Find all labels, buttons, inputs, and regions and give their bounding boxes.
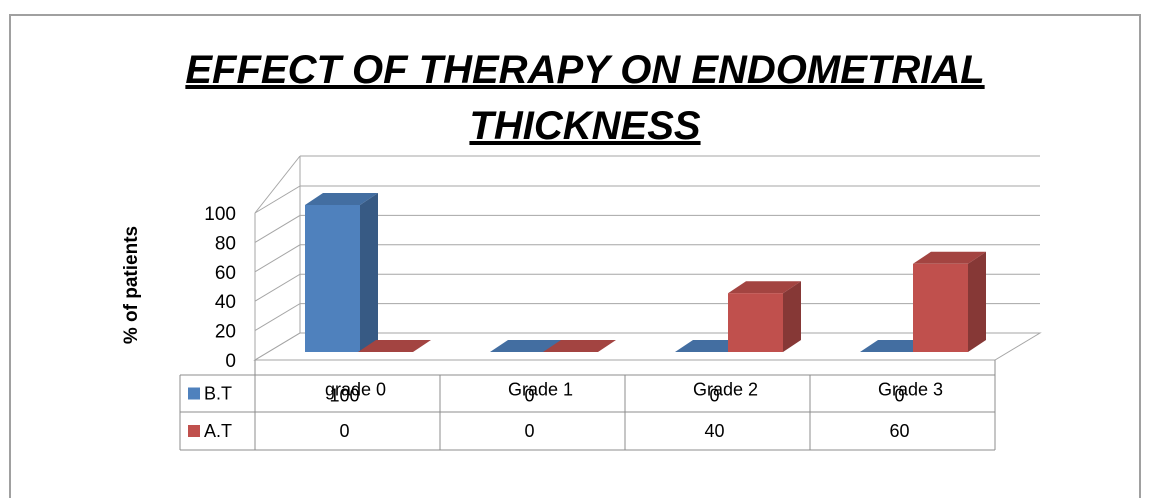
table-value: 0	[339, 421, 349, 441]
legend-label: B.T	[204, 383, 232, 403]
bar-front	[913, 263, 968, 352]
bar-top	[358, 340, 431, 352]
y-axis-label: % of patients	[121, 226, 142, 344]
grid-line	[254, 185, 1040, 214]
bar-top	[490, 340, 563, 352]
bar	[358, 340, 431, 352]
bar-top	[913, 251, 986, 264]
x-tick-label: grade 0	[325, 379, 386, 399]
table-value: 100	[329, 385, 359, 405]
y-tick-label: 0	[225, 351, 236, 372]
grid-line	[254, 244, 1040, 273]
y-tick-label: 20	[215, 322, 236, 343]
bar-side	[360, 193, 378, 352]
table-value: 0	[524, 421, 534, 441]
x-tick-label: Grade 2	[693, 379, 758, 399]
y-tick-label: 100	[204, 204, 236, 225]
bar	[543, 340, 616, 352]
table-value: 40	[704, 421, 724, 441]
bar-front	[305, 205, 360, 352]
bar	[490, 340, 563, 352]
grid-line	[254, 214, 1040, 243]
y-tick-label: 40	[215, 292, 236, 313]
chart-border	[9, 14, 1141, 498]
legend-label: A.T	[204, 421, 232, 441]
chart-title: EFFECT OF THERAPY ON ENDOMETRIAL THICKNE…	[185, 48, 985, 148]
legend-key	[188, 387, 200, 400]
bar-top	[728, 281, 801, 294]
table-value: 0	[894, 385, 904, 405]
table-value: 60	[889, 421, 909, 441]
bar-top	[543, 340, 616, 352]
x-tick-label: Grade 1	[508, 379, 573, 399]
y-tick-label: 60	[215, 263, 236, 284]
bar-side	[783, 281, 801, 352]
bar	[728, 281, 801, 352]
table-value: 0	[709, 385, 719, 405]
grid-line	[254, 273, 1040, 302]
legend-key	[188, 425, 200, 437]
y-tick-label: 80	[215, 233, 236, 254]
bar-top	[305, 193, 378, 205]
bar	[913, 251, 986, 352]
x-tick-label: Grade 3	[878, 379, 943, 399]
bar-front	[728, 293, 783, 352]
bar	[305, 193, 378, 352]
bar-side	[968, 251, 986, 352]
table-value: 0	[524, 385, 534, 405]
side-wall-top	[254, 155, 301, 214]
